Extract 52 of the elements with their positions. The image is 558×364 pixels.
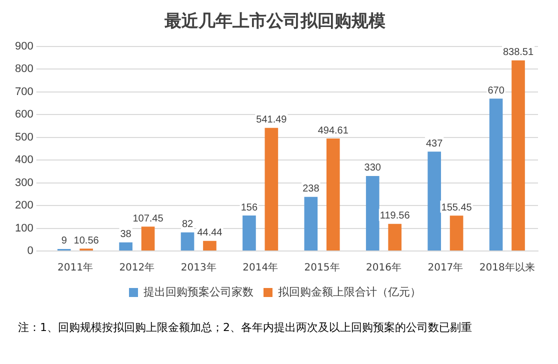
x-tick-label: 2016年: [366, 262, 402, 274]
data-label: 156: [240, 202, 258, 214]
data-label: 38: [120, 229, 132, 240]
bar: [119, 242, 132, 250]
bar: [242, 216, 256, 250]
y-tick-label: 600: [14, 108, 34, 121]
y-tick-label: 900: [14, 40, 34, 52]
data-label: 437: [426, 138, 444, 150]
x-tick-label: 2013年: [180, 262, 216, 274]
data-label: 119.56: [380, 210, 410, 222]
y-tick-label: 200: [14, 200, 34, 212]
bar: [450, 216, 464, 250]
y-tick-label: 500: [14, 131, 34, 144]
bar: [512, 60, 525, 250]
x-tick-label: 2018年以来: [479, 262, 535, 274]
bar: [388, 224, 402, 250]
bar: [203, 240, 216, 250]
data-label: 10.56: [74, 235, 100, 246]
data-label: 82: [182, 219, 194, 230]
data-label: 155.45: [441, 202, 472, 214]
data-label: 9: [61, 236, 68, 247]
x-tick-label: 2017年: [428, 262, 464, 274]
data-label: 330: [364, 162, 382, 174]
text: 注：1、回购规模按拟回购上限金额加总；2、各年内提出两次及以上回购预案的公司数已剔重: [17, 320, 473, 336]
y-tick-label: 100: [14, 222, 34, 234]
y-tick-label: 800: [14, 63, 34, 76]
x-tick-label: 2011年: [57, 262, 93, 274]
x-tick-label: 2012年: [119, 262, 155, 274]
data-label: 494.61: [318, 125, 349, 136]
legend-label: 提出回购预案公司家数: [144, 285, 254, 298]
y-tick-label: 300: [14, 176, 34, 189]
bar: [489, 98, 503, 250]
data-label: 670: [488, 85, 505, 96]
x-tick-label: 2015年: [304, 262, 340, 274]
bar: [264, 128, 278, 250]
bar: [326, 138, 340, 250]
data-label: 238: [302, 184, 320, 195]
data-label: 541.49: [256, 114, 288, 126]
bar: [428, 152, 441, 250]
x-tick-label: 2014年: [242, 262, 278, 274]
bar: [180, 232, 194, 250]
data-label: 107.45: [132, 213, 164, 224]
bar: [304, 196, 318, 250]
y-tick-label: 400: [14, 154, 34, 166]
data-label: 838.51: [502, 47, 534, 58]
chart-title: 最近几年上市公司拟回购规模: [164, 12, 386, 32]
legend-label: 拟回购金额上限合计（亿元）: [278, 285, 421, 298]
bar: [366, 176, 380, 250]
y-tick-label: 0: [27, 245, 34, 258]
data-label: 44.44: [197, 228, 223, 239]
y-tick-label: 700: [14, 86, 34, 98]
bar: [141, 226, 155, 250]
